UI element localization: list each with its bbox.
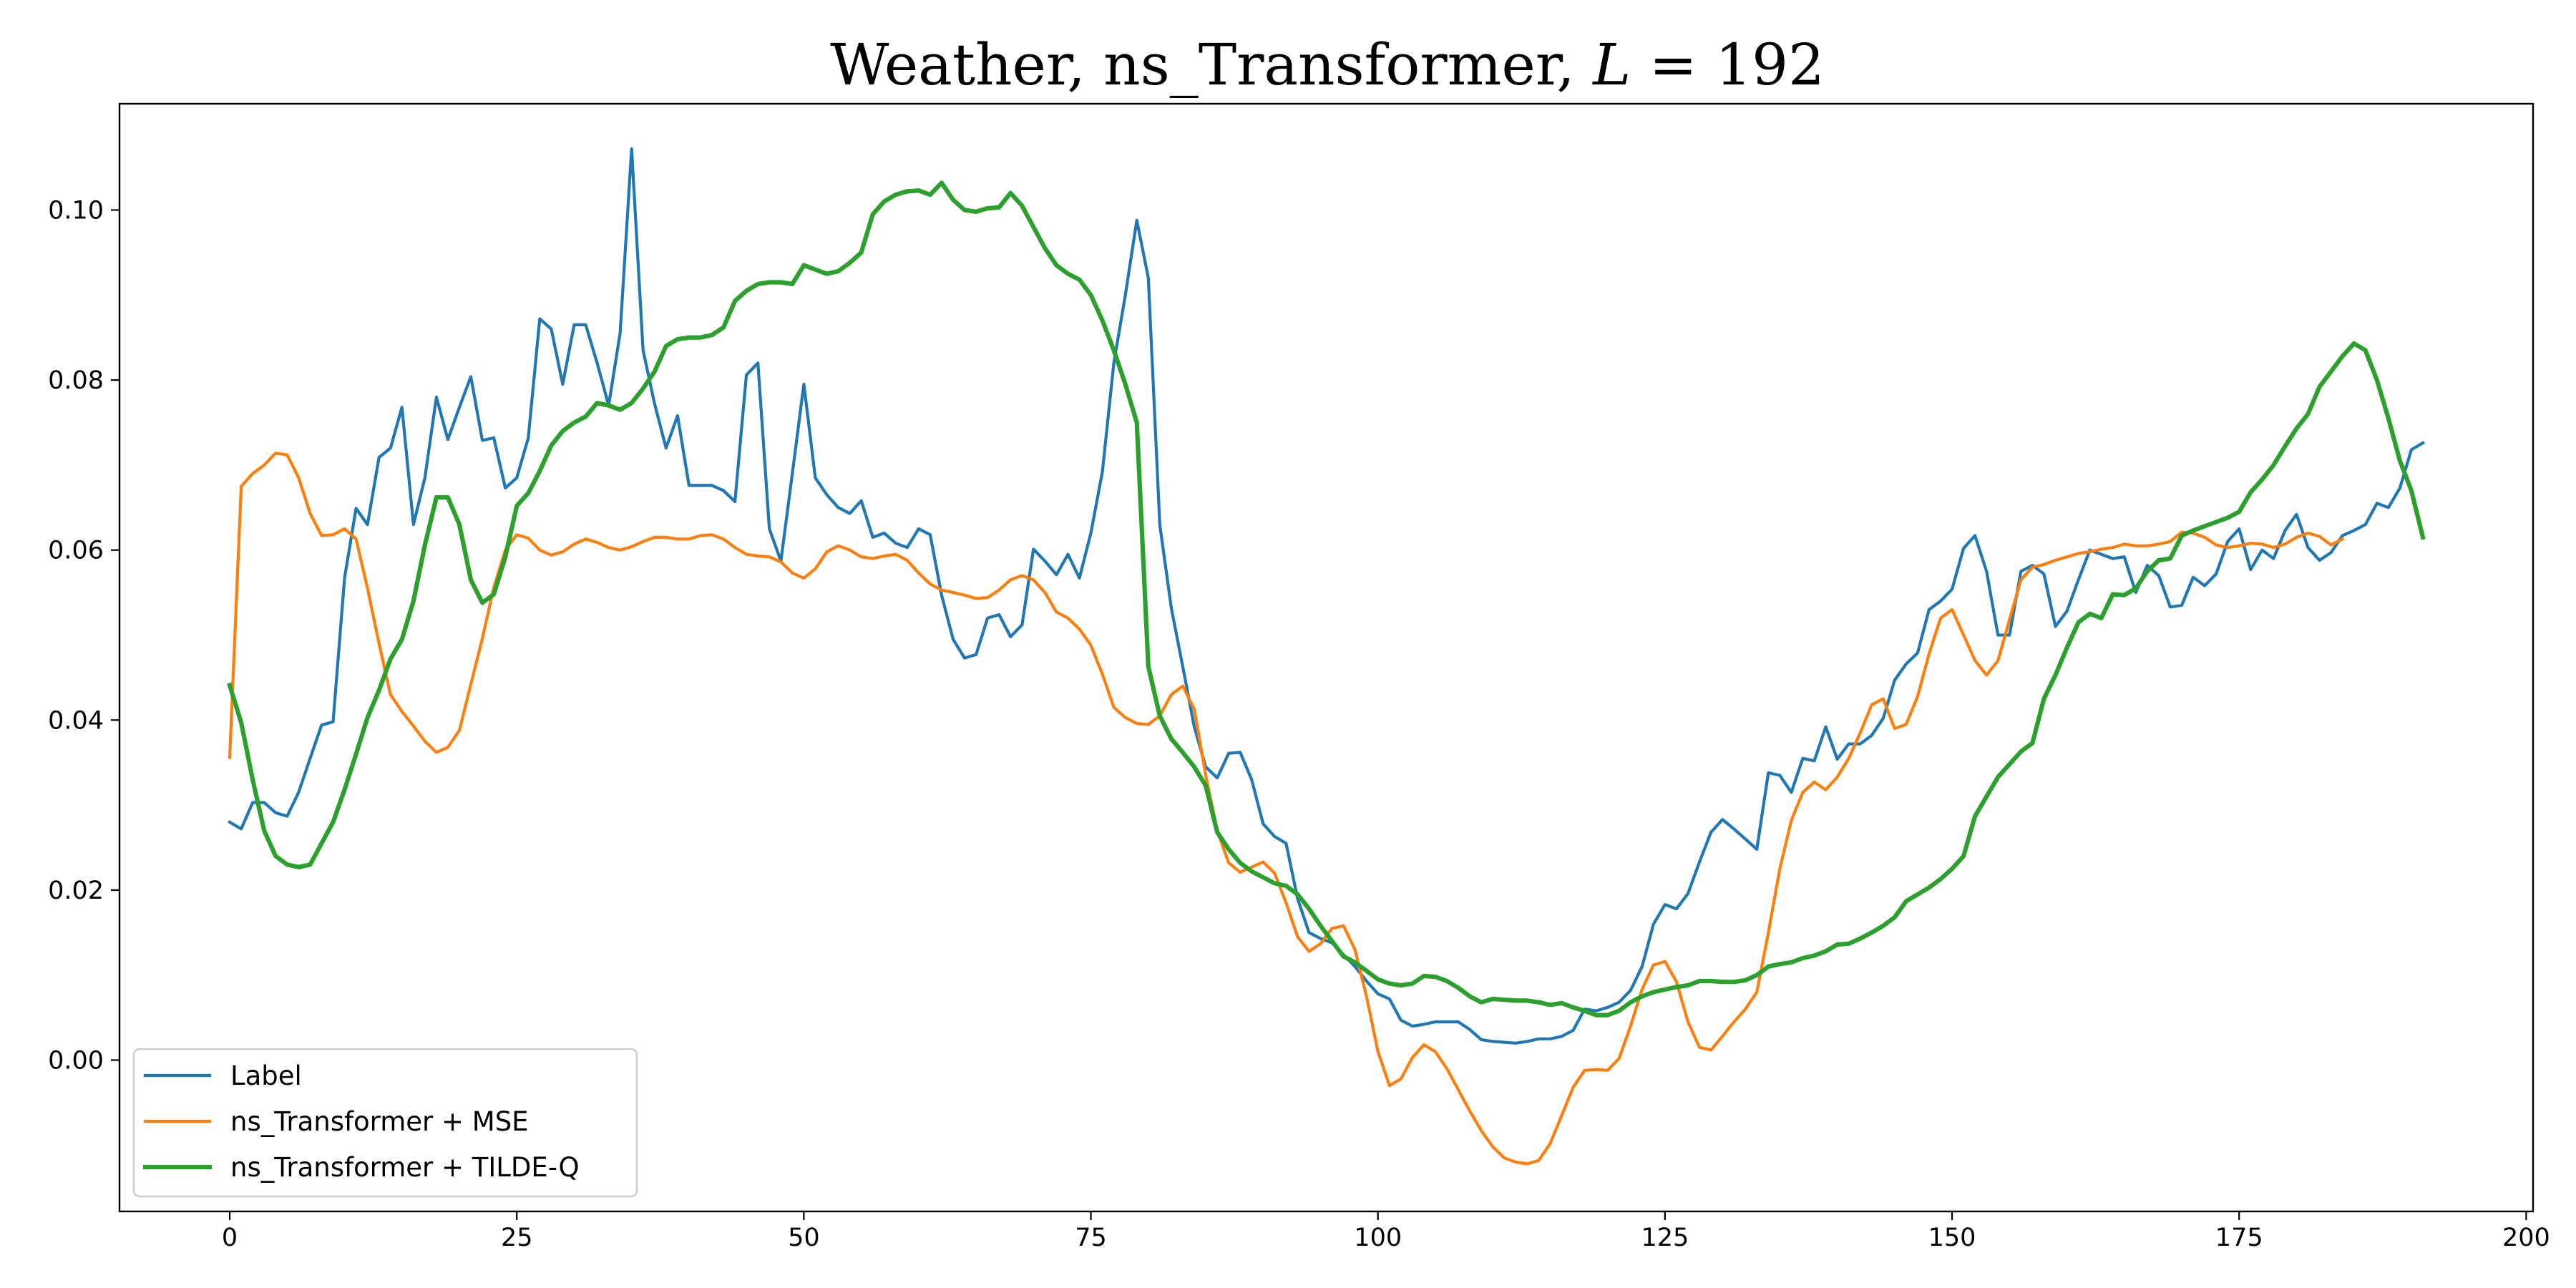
x-tick-label: 125 [1641,1224,1689,1252]
chart-title: Weather, ns_Transformer, L = 192 [830,31,1825,98]
legend: Label ns_Transformer + MSE ns_Transforme… [132,1048,638,1198]
y-tick-label: 0.00 [48,1047,104,1075]
x-tick-label: 150 [1928,1224,1976,1252]
series-lines [227,147,2426,1166]
y-tick-label: 0.06 [48,537,104,565]
y-tick-label: 0.08 [48,366,104,395]
y-tick-label: 0.02 [48,877,104,905]
plot-frame [118,102,2534,1213]
legend-box [132,1048,638,1198]
legend-label-2: ns_Transformer + TILDE-Q [230,1152,580,1183]
legend-label-0: Label [230,1060,302,1091]
y-tick-label: 0.10 [48,197,104,225]
y-tick-label: 0.04 [48,706,104,735]
x-tick-label: 75 [1075,1224,1107,1252]
series-line-mse [228,452,2345,1166]
x-tick-label: 0 [222,1224,238,1252]
series-line-tilde-q [227,180,2426,1018]
x-tick-label: 100 [1354,1224,1402,1252]
x-tick-label: 50 [788,1224,820,1252]
series-line-label [228,147,2425,1045]
axis-ticks: 0 25 50 75 100 125 150 175 200 0.00 0.02 0.04 0.06 0.… [48,197,2550,1252]
x-tick-label: 175 [2215,1224,2263,1252]
legend-label-1: ns_Transformer + MSE [230,1106,529,1137]
x-tick-label: 25 [501,1224,533,1252]
x-tick-label: 200 [2502,1224,2550,1252]
